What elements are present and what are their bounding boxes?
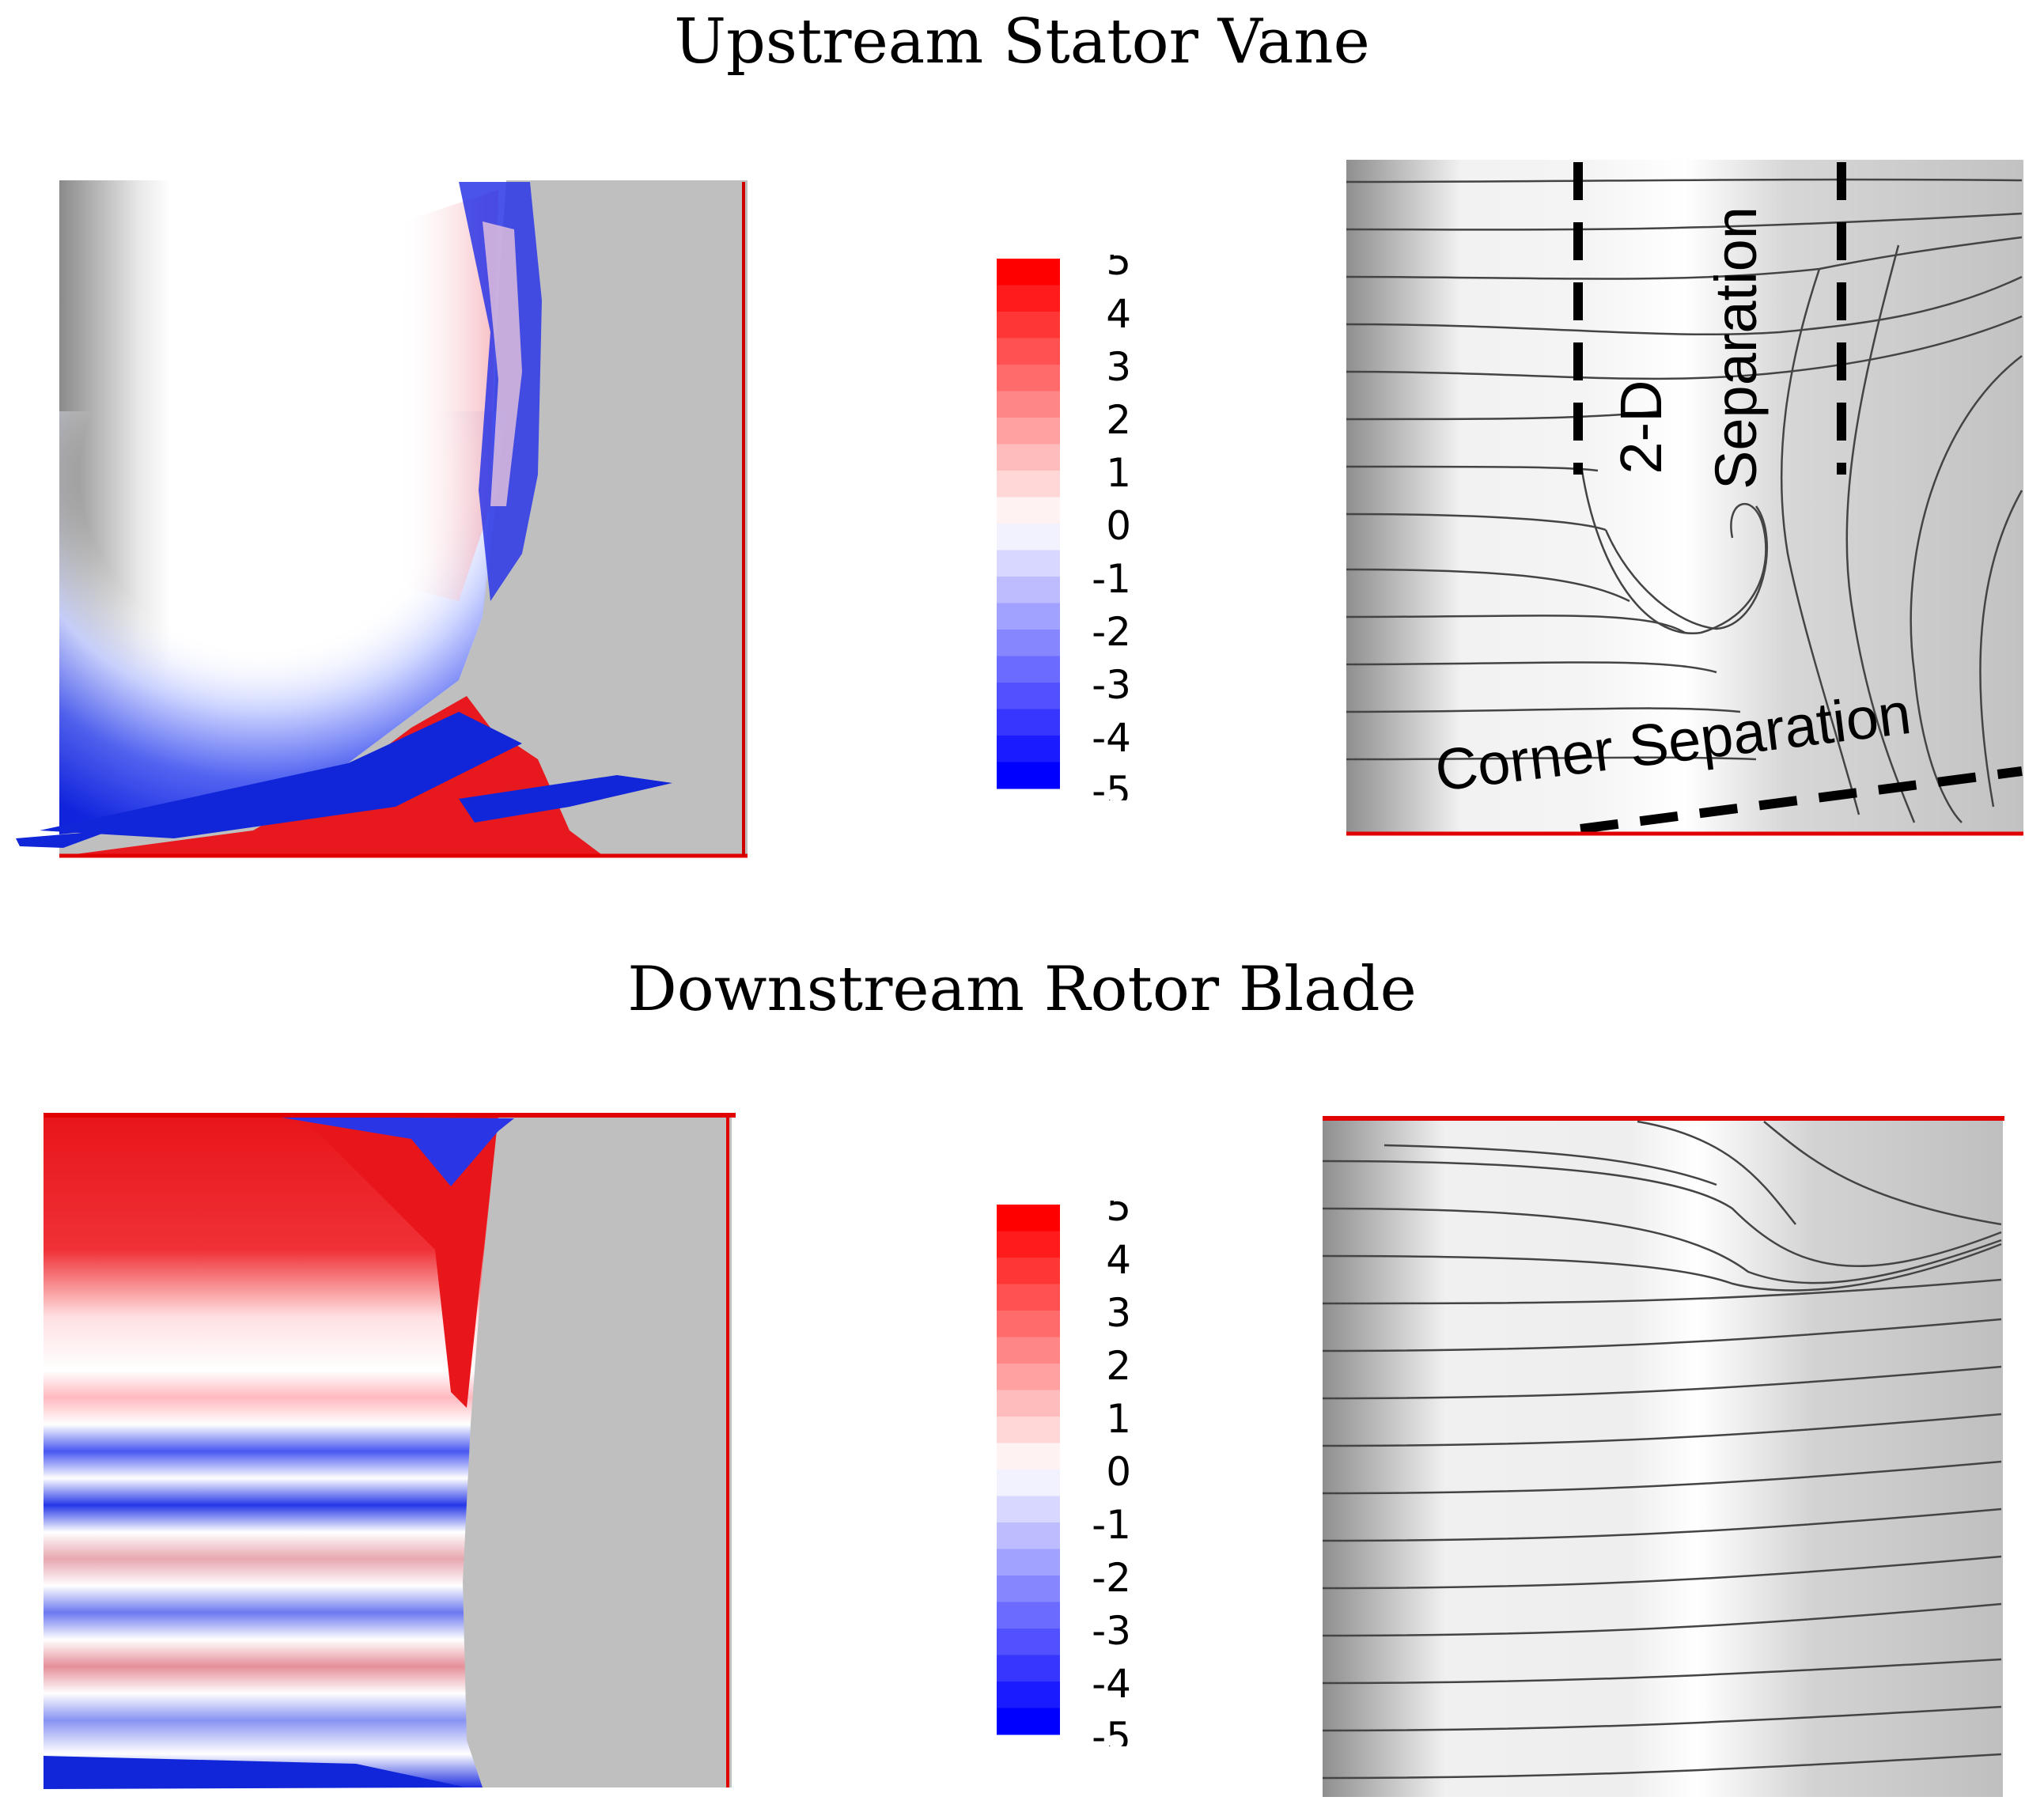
title-upstream-stator-vane: Upstream Stator Vane	[674, 6, 1370, 78]
colorbar-bottom-svg: 5 4 3 2 1 0 -1 -2 -3 -4 -5	[997, 1184, 1131, 1760]
colorbar-bottom-label: 2	[1106, 1343, 1131, 1389]
colorbar-bottom-swatch	[997, 1523, 1060, 1549]
colorbar-bottom-swatch	[997, 1337, 1060, 1364]
colorbar-bottom-label: 3	[1106, 1290, 1131, 1336]
colorbar-bottom-label: 0	[1106, 1449, 1131, 1495]
colorbar-top-label: 2	[1106, 397, 1131, 443]
colorbar-bottom-swatch	[997, 1470, 1060, 1496]
colorbar-top-swatch	[997, 603, 1060, 630]
colorbar-bottom-swatch	[997, 1258, 1060, 1284]
colorbar-bottom-swatch	[997, 1390, 1060, 1417]
colorbar-bottom-label: -3	[1092, 1608, 1131, 1654]
colorbar-bottom-swatch	[997, 1496, 1060, 1523]
colorbar-top-label: 5	[1106, 255, 1131, 284]
colorbar-top-swatch	[997, 259, 1060, 286]
stator-contour-plot	[16, 180, 748, 858]
colorbar-bottom-swatches	[997, 1205, 1060, 1735]
colorbar-top: 5 4 3 2 1 0 -1 -2 -3 -4 -5	[997, 238, 1139, 814]
colorbar-bottom-swatch	[997, 1708, 1060, 1735]
colorbar-top-swatch	[997, 471, 1060, 497]
colorbar-top-swatch	[997, 391, 1060, 418]
colorbar-bottom-swatch	[997, 1602, 1060, 1629]
rotor-contour-plot	[44, 1113, 736, 1789]
colorbar-bottom-swatch	[997, 1549, 1060, 1576]
colorbar-bottom-swatch	[997, 1231, 1060, 1258]
colorbar-top-swatch	[997, 683, 1060, 709]
colorbar-top-label: 0	[1106, 503, 1131, 549]
colorbar-top-swatch	[997, 630, 1060, 656]
colorbar-bottom-swatch	[997, 1417, 1060, 1443]
colorbar-top-swatch	[997, 577, 1060, 603]
colorbar-bottom-swatch	[997, 1364, 1060, 1390]
colorbar-top-label: 1	[1106, 450, 1131, 496]
colorbar-top-label: 4	[1106, 291, 1131, 337]
colorbar-bottom-label: 1	[1106, 1396, 1131, 1442]
colorbar-top-swatch	[997, 365, 1060, 392]
colorbar-bottom-label: 5	[1106, 1201, 1131, 1230]
colorbar-bottom-swatch	[997, 1629, 1060, 1655]
colorbar-bottom: 5 4 3 2 1 0 -1 -2 -3 -4 -5	[997, 1184, 1139, 1760]
colorbar-top-swatch	[997, 656, 1060, 683]
colorbar-top-swatch	[997, 497, 1060, 524]
colorbar-top-swatch	[997, 736, 1060, 762]
colorbar-bottom-label: 4	[1106, 1237, 1131, 1283]
colorbar-bottom-label: -4	[1092, 1661, 1131, 1707]
colorbar-top-label: -4	[1092, 715, 1131, 761]
title-downstream-rotor-blade: Downstream Rotor Blade	[627, 954, 1417, 1025]
colorbar-bottom-label: -1	[1092, 1502, 1131, 1548]
label-separation: Separation	[1703, 206, 1769, 490]
colorbar-top-label: 3	[1106, 344, 1131, 390]
colorbar-bottom-swatch	[997, 1311, 1060, 1337]
colorbar-top-swatch	[997, 338, 1060, 365]
colorbar-top-swatch	[997, 418, 1060, 444]
colorbar-top-label: -3	[1092, 662, 1131, 708]
colorbar-top-label: -2	[1092, 609, 1131, 655]
colorbar-top-swatch	[997, 550, 1060, 577]
colorbar-bottom-swatch	[997, 1205, 1060, 1231]
colorbar-bottom-swatch	[997, 1284, 1060, 1311]
colorbar-bottom-swatch	[997, 1681, 1060, 1708]
colorbar-bottom-label: -5	[1092, 1714, 1131, 1746]
rotor-streamline-plot	[1322, 1116, 2004, 1797]
rotor-contour-panel	[40, 1107, 751, 1803]
stator-streamline-panel: 2-D Separation Corner Separation	[1345, 158, 2025, 846]
stator-streamline-plot: 2-D Separation Corner Separation	[1346, 160, 2023, 836]
colorbar-top-swatches	[997, 259, 1060, 789]
colorbar-top-swatch	[997, 444, 1060, 471]
colorbar-top-swatch	[997, 762, 1060, 789]
stator-contour-panel	[16, 174, 759, 870]
rotor-streamline-panel	[1321, 1114, 2009, 1802]
colorbar-bottom-swatch	[997, 1443, 1060, 1470]
colorbar-top-label: -5	[1092, 768, 1131, 800]
colorbar-top-svg: 5 4 3 2 1 0 -1 -2 -3 -4 -5	[997, 238, 1131, 814]
colorbar-top-label: -1	[1092, 556, 1131, 602]
colorbar-bottom-label: -2	[1092, 1555, 1131, 1601]
colorbar-top-swatch	[997, 709, 1060, 736]
colorbar-top-swatch	[997, 524, 1060, 550]
colorbar-top-swatch	[997, 285, 1060, 312]
colorbar-bottom-swatch	[997, 1576, 1060, 1602]
colorbar-top-swatch	[997, 312, 1060, 339]
label-2d: 2-D	[1608, 380, 1674, 474]
colorbar-bottom-swatch	[997, 1655, 1060, 1682]
